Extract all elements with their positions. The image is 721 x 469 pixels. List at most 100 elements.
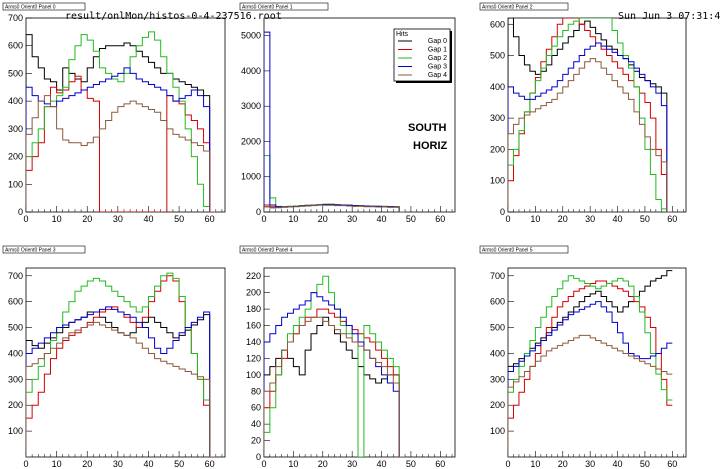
series-line-gap-2 <box>264 155 406 212</box>
panel-title: Arms0 Orient0 Panel 2 <box>482 5 533 11</box>
x-tick-label: 10 <box>52 214 62 224</box>
y-tick-label: 20 <box>251 436 261 446</box>
x-tick-label: 10 <box>52 459 62 469</box>
y-tick-label: 0 <box>18 207 23 217</box>
x-tick-label: 30 <box>113 214 123 224</box>
file-path-label: result/onlMon/histos-0-4-237516.root <box>65 11 282 22</box>
series-line-gap-4 <box>508 58 673 212</box>
y-tick-label: 100 <box>8 179 23 189</box>
x-tick-label: 50 <box>406 214 416 224</box>
panel-title: Arms0 Orient0 Panel 4 <box>242 248 293 254</box>
plot-frame <box>507 17 687 213</box>
panel-title-box <box>239 2 329 11</box>
y-tick-label: 2000 <box>241 136 261 146</box>
series-line-gap-1 <box>26 75 216 212</box>
y-tick-label: 0 <box>256 452 261 462</box>
y-tick-label: 160 <box>246 321 261 331</box>
x-tick-label: 10 <box>288 214 298 224</box>
x-tick-label: 0 <box>505 459 510 469</box>
panel-title-box <box>2 245 86 254</box>
y-tick-label: 200 <box>8 152 23 162</box>
series-line-gap-2 <box>508 275 673 457</box>
series-line-gap-2 <box>508 18 673 212</box>
x-tick-label: 10 <box>288 459 298 469</box>
series-line-gap-4 <box>26 95 216 212</box>
x-tick-label: 50 <box>174 459 184 469</box>
legend-label: Gap 4 <box>428 72 447 79</box>
legend-title: Hits <box>396 31 409 38</box>
y-tick-label: 400 <box>8 348 23 358</box>
panel-title: Arms0 Orient0 Panel 5 <box>482 248 533 254</box>
y-tick-label: 100 <box>246 370 261 380</box>
y-tick-label: 4000 <box>241 66 261 76</box>
legend-label: Gap 0 <box>428 38 447 45</box>
y-tick-label: 0 <box>256 207 261 217</box>
x-tick-label: 50 <box>174 214 184 224</box>
y-tick-label: 200 <box>246 288 261 298</box>
y-tick-label: 500 <box>8 68 23 78</box>
y-tick-label: 3000 <box>241 101 261 111</box>
y-tick-label: 200 <box>490 144 505 154</box>
panel-title-box <box>479 245 569 254</box>
series-line-gap-4 <box>26 321 216 457</box>
series-line-gap-2 <box>26 31 216 212</box>
y-tick-label: 600 <box>490 19 505 29</box>
series-line-gap-1 <box>264 308 406 457</box>
y-tick-label: 200 <box>8 400 23 410</box>
y-tick-label: 200 <box>490 400 505 410</box>
y-tick-label: 400 <box>490 348 505 358</box>
y-tick-label: 600 <box>490 297 505 307</box>
x-tick-label: 30 <box>347 214 357 224</box>
panel-annotation: HORIZ <box>413 140 448 152</box>
series-line-gap-3 <box>26 67 216 212</box>
x-tick-label: 60 <box>667 459 677 469</box>
y-tick-label: 60 <box>251 403 261 413</box>
y-tick-label: 5000 <box>241 31 261 41</box>
panel-annotation: SOUTH <box>408 122 447 134</box>
x-tick-label: 60 <box>667 214 677 224</box>
panel-title: Arms0 Orient0 Panel 3 <box>5 248 56 254</box>
legend-box <box>393 28 451 82</box>
x-tick-label: 0 <box>505 214 510 224</box>
plot-frame <box>25 267 226 458</box>
y-tick-label: 500 <box>490 51 505 61</box>
y-tick-label: 100 <box>8 426 23 436</box>
y-tick-label: 140 <box>246 337 261 347</box>
x-tick-label: 20 <box>82 214 92 224</box>
x-tick-label: 50 <box>640 214 650 224</box>
legend-label: Gap 1 <box>428 47 447 54</box>
x-tick-label: 0 <box>261 459 266 469</box>
y-tick-label: 0 <box>500 207 505 217</box>
y-tick-label: 300 <box>8 374 23 384</box>
x-tick-label: 40 <box>613 214 623 224</box>
x-tick-label: 20 <box>318 214 328 224</box>
y-tick-label: 40 <box>251 419 261 429</box>
series-line-gap-3 <box>508 301 673 457</box>
x-tick-label: 30 <box>347 459 357 469</box>
x-tick-label: 30 <box>585 459 595 469</box>
y-tick-label: 600 <box>8 297 23 307</box>
y-tick-label: 600 <box>8 41 23 51</box>
x-tick-label: 60 <box>205 459 215 469</box>
series-line-gap-0 <box>26 311 216 457</box>
x-tick-label: 0 <box>23 214 28 224</box>
x-tick-label: 0 <box>261 214 266 224</box>
y-tick-label: 120 <box>246 353 261 363</box>
x-tick-label: 20 <box>82 459 92 469</box>
legend-label: Gap 3 <box>428 64 447 71</box>
x-tick-label: 40 <box>377 459 387 469</box>
x-tick-label: 30 <box>585 214 595 224</box>
y-tick-label: 220 <box>246 271 261 281</box>
series-line-gap-4 <box>264 316 406 457</box>
y-tick-label: 500 <box>8 323 23 333</box>
y-tick-label: 700 <box>8 271 23 281</box>
series-line-gap-3 <box>508 42 673 212</box>
panel-title: Arms0 Orient0 Panel 0 <box>5 5 56 11</box>
x-tick-label: 60 <box>205 214 215 224</box>
series-line-gap-3 <box>26 306 216 457</box>
panel-title: Arms0 Orient0 Panel 1 <box>242 5 293 11</box>
x-tick-label: 30 <box>113 459 123 469</box>
x-tick-label: 40 <box>613 459 623 469</box>
y-tick-label: 80 <box>251 386 261 396</box>
x-tick-label: 20 <box>558 214 568 224</box>
